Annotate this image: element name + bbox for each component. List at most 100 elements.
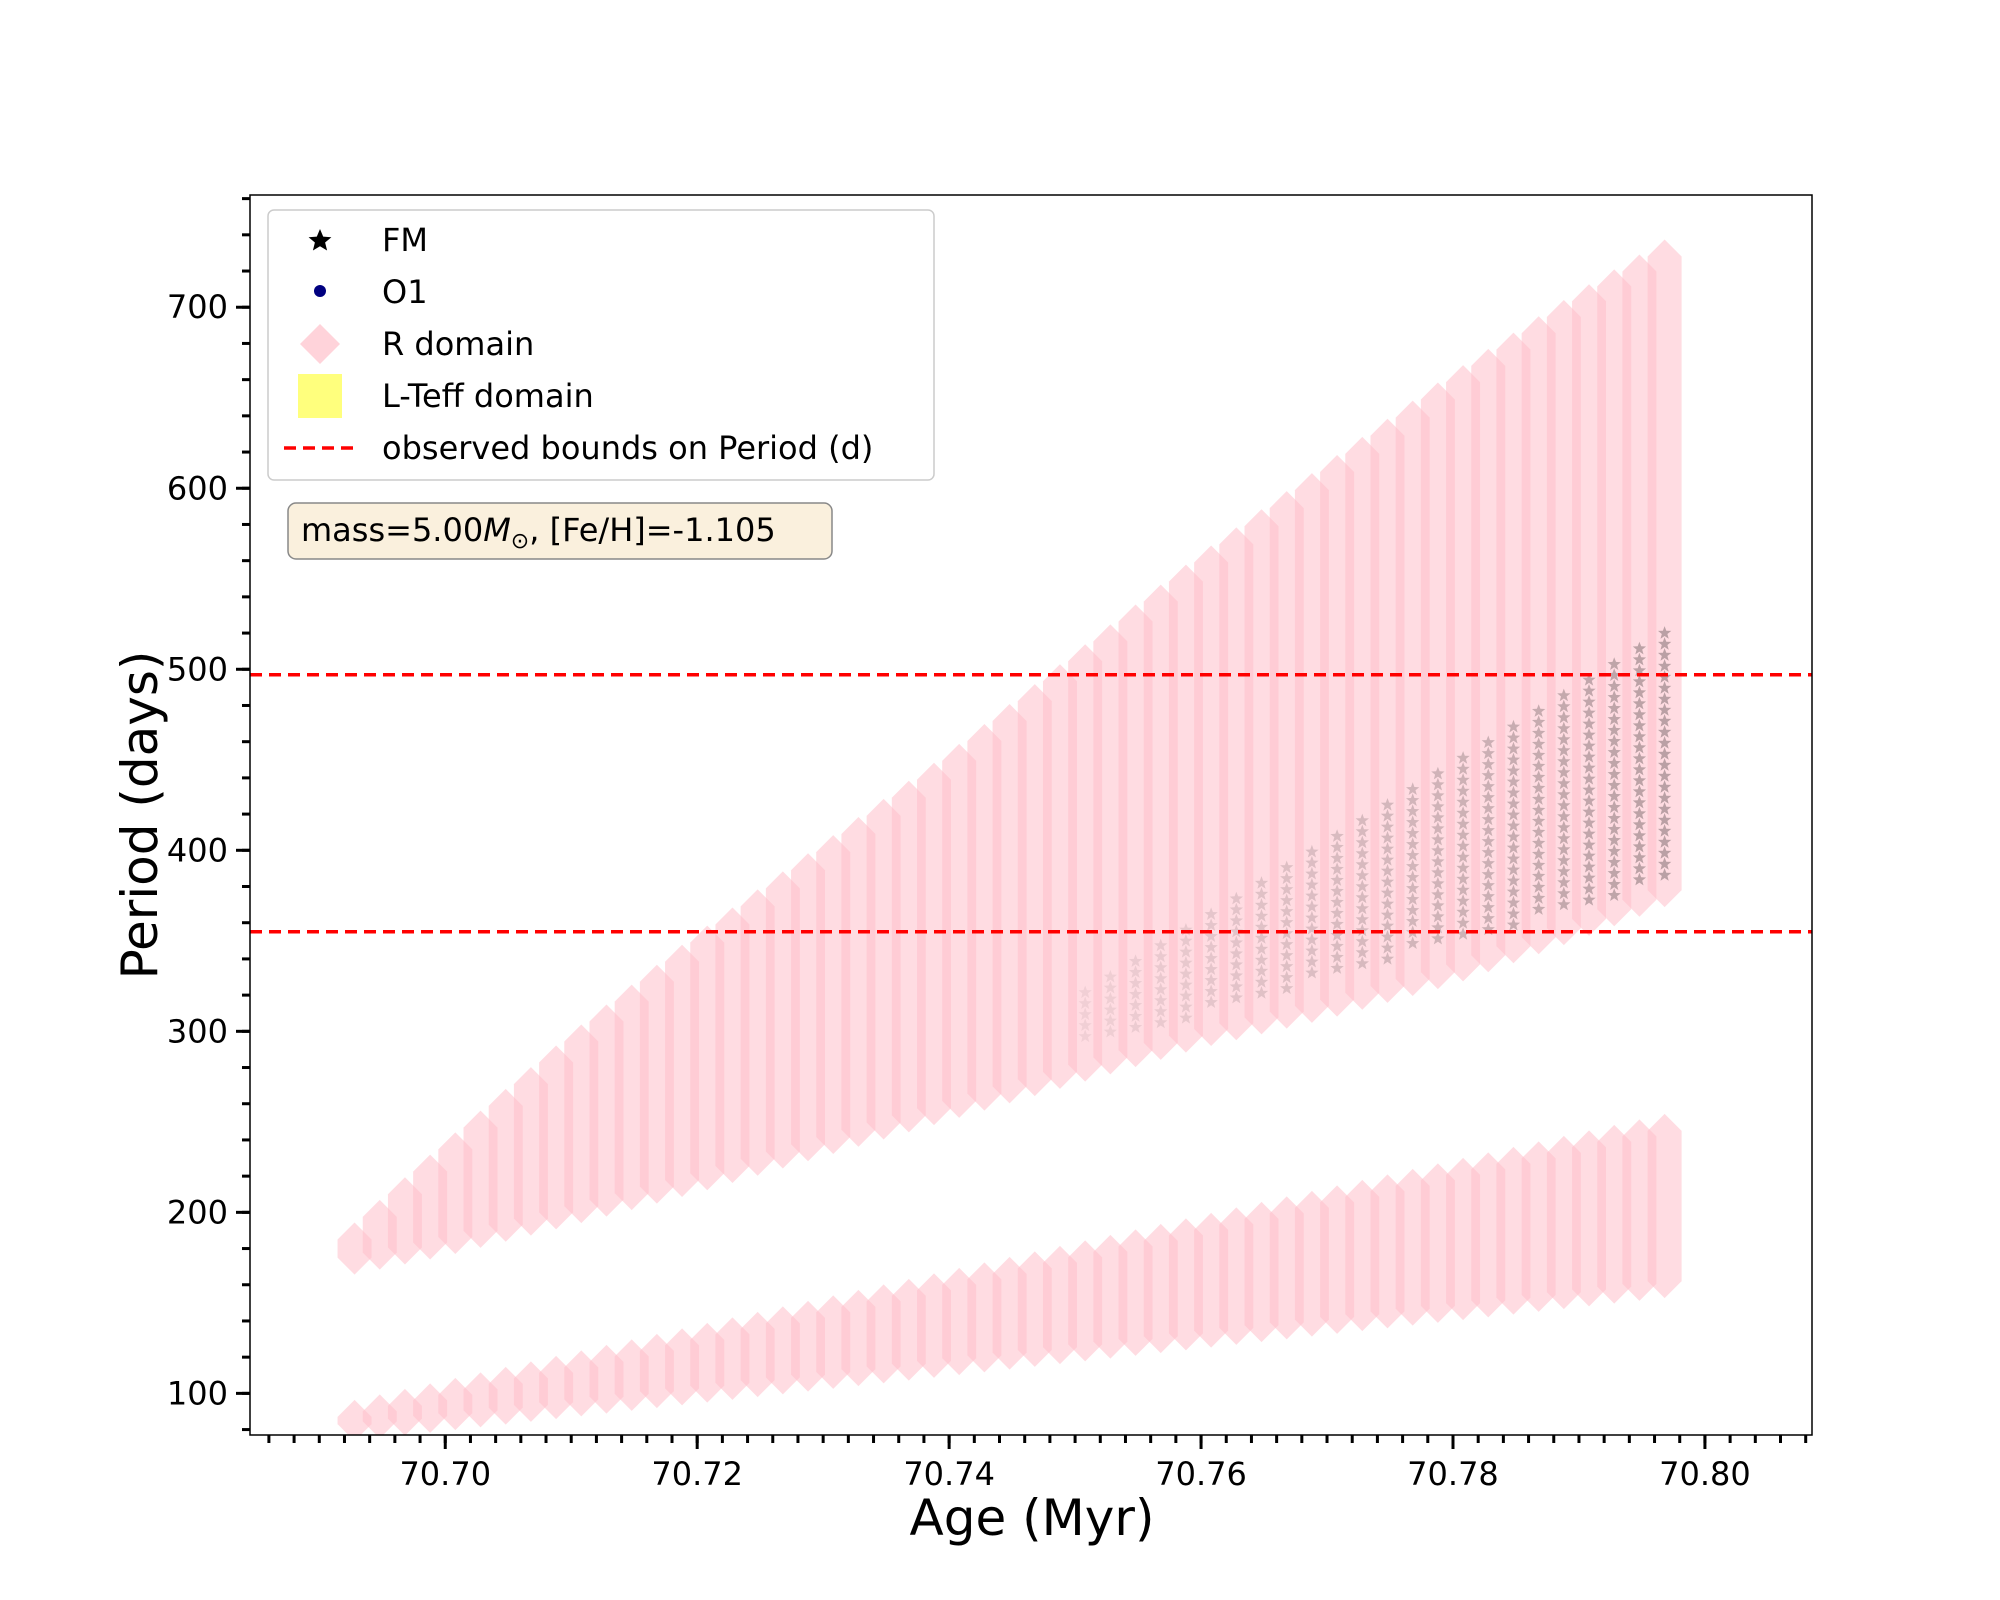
x-tick-label: 70.70 — [399, 1455, 491, 1493]
fm-star-point — [1607, 822, 1621, 835]
fm-star-point — [1658, 637, 1672, 650]
fm-star-point — [1154, 1015, 1168, 1029]
fm-star-point — [1481, 812, 1495, 826]
fm-star-point — [1103, 980, 1117, 994]
r-domain-o1-band — [337, 1113, 1682, 1435]
fm-star-point — [1204, 940, 1218, 953]
fm-star-point — [1380, 952, 1395, 965]
x-tick-label: 70.78 — [1407, 1455, 1499, 1493]
fm-star-point — [1254, 986, 1269, 999]
fm-star-point — [1632, 850, 1647, 864]
fm-star-point — [1532, 726, 1546, 739]
fm-star-point — [1658, 846, 1672, 859]
fm-star-point — [1557, 787, 1571, 801]
fm-star-point — [1658, 824, 1672, 837]
fm-star-point — [1456, 817, 1470, 830]
fm-star-point — [1607, 701, 1621, 714]
fm-star-point — [1607, 844, 1621, 857]
info-mass: mass=5.00 — [301, 511, 483, 549]
fm-star-point — [1607, 657, 1621, 670]
fm-star-point — [1456, 795, 1470, 808]
info-box: mass=5.00M⊙, [Fe/H]=-1.105 — [287, 502, 833, 560]
fm-star-point — [1607, 712, 1621, 725]
fm-star-point — [1179, 945, 1193, 958]
fm-star-icon — [308, 229, 332, 251]
fm-star-point — [1355, 912, 1369, 926]
fm-star-point — [1128, 954, 1143, 967]
y-tick-label: 500 — [167, 650, 228, 688]
fm-star-point — [1658, 791, 1672, 804]
fm-star-point — [1557, 875, 1571, 889]
r-domain-point — [1647, 239, 1682, 908]
fm-star-point — [1204, 907, 1218, 920]
fm-star-point — [1632, 641, 1647, 655]
info-mass-symbol: M — [483, 511, 511, 549]
fm-star-point — [1330, 884, 1344, 897]
x-axis: 70.70 70.72 70.74 70.76 70.78 70.80 — [267, 1435, 1808, 1493]
fm-star-point — [1607, 778, 1621, 791]
fm-star-point — [1632, 696, 1647, 710]
fm-star-point — [1179, 1011, 1193, 1024]
fm-star-point — [1456, 894, 1470, 907]
fm-star-point — [1431, 854, 1445, 868]
fm-star-point — [1456, 828, 1470, 841]
r-domain-diamond-icon — [300, 324, 340, 364]
fm-star-point — [1481, 878, 1495, 892]
fm-star-point — [1179, 923, 1193, 936]
fm-star-point — [1128, 965, 1143, 978]
fm-star-point — [1305, 910, 1319, 924]
x-axis-title: Age (Myr) — [910, 1489, 1155, 1547]
fm-star-point — [1632, 872, 1647, 886]
fm-star-point — [1103, 991, 1117, 1005]
fm-star-point — [1380, 886, 1395, 899]
fm-star-point — [1254, 876, 1269, 889]
fm-star-point — [1582, 750, 1596, 763]
fm-star-point — [1506, 862, 1521, 876]
fm-star-point — [1305, 844, 1319, 858]
fm-star-point — [1481, 779, 1495, 793]
fm-star-point — [1355, 890, 1369, 904]
fm-star-point — [1532, 748, 1546, 761]
fm-star-point — [1632, 784, 1647, 798]
fm-star-point — [1406, 914, 1420, 927]
fm-star-point — [1582, 882, 1596, 895]
fm-star-point — [1557, 820, 1571, 834]
fm-star-point — [1506, 851, 1521, 865]
fm-star-point — [1582, 739, 1596, 752]
fm-star-point — [1658, 714, 1672, 727]
fm-star-point — [1305, 954, 1319, 968]
observed-bounds-lines — [250, 672, 1812, 934]
fm-star-point — [1506, 785, 1521, 799]
x-tick-label: 70.80 — [1659, 1455, 1751, 1493]
fm-star-point — [1582, 893, 1596, 906]
fm-star-point — [1229, 913, 1243, 927]
fm-star-point — [1229, 968, 1243, 982]
fm-star-point — [1431, 920, 1445, 934]
fm-star-point — [1582, 794, 1596, 807]
fm-star-point — [1532, 704, 1546, 717]
fm-star-point — [1154, 938, 1168, 952]
fm-star-point — [1254, 931, 1269, 944]
fm-star-point — [1632, 740, 1647, 754]
fm-star-point — [1406, 826, 1420, 839]
fm-star-point — [1658, 857, 1672, 870]
fm-star-point — [1532, 880, 1546, 893]
fm-star-point — [1532, 792, 1546, 805]
fm-star-point — [1254, 898, 1269, 911]
fm-star-point — [1103, 1013, 1117, 1027]
fm-star-point — [1532, 803, 1546, 816]
fm-star-point — [1607, 767, 1621, 780]
fm-star-point — [1128, 1009, 1143, 1022]
fm-star-point — [1456, 839, 1470, 852]
fm-star-point — [1658, 648, 1672, 661]
fm-star-point — [1355, 945, 1369, 959]
legend-label-r-domain: R domain — [382, 325, 534, 363]
fm-star-point — [1431, 821, 1445, 835]
fm-star-point — [1229, 891, 1243, 905]
fm-star-point — [1254, 909, 1269, 922]
fm-star-point — [1582, 827, 1596, 840]
fm-star-point — [1431, 843, 1445, 857]
fm-star-point — [1506, 752, 1521, 766]
fm-star-point — [1128, 998, 1143, 1011]
fm-star-point — [1582, 871, 1596, 884]
